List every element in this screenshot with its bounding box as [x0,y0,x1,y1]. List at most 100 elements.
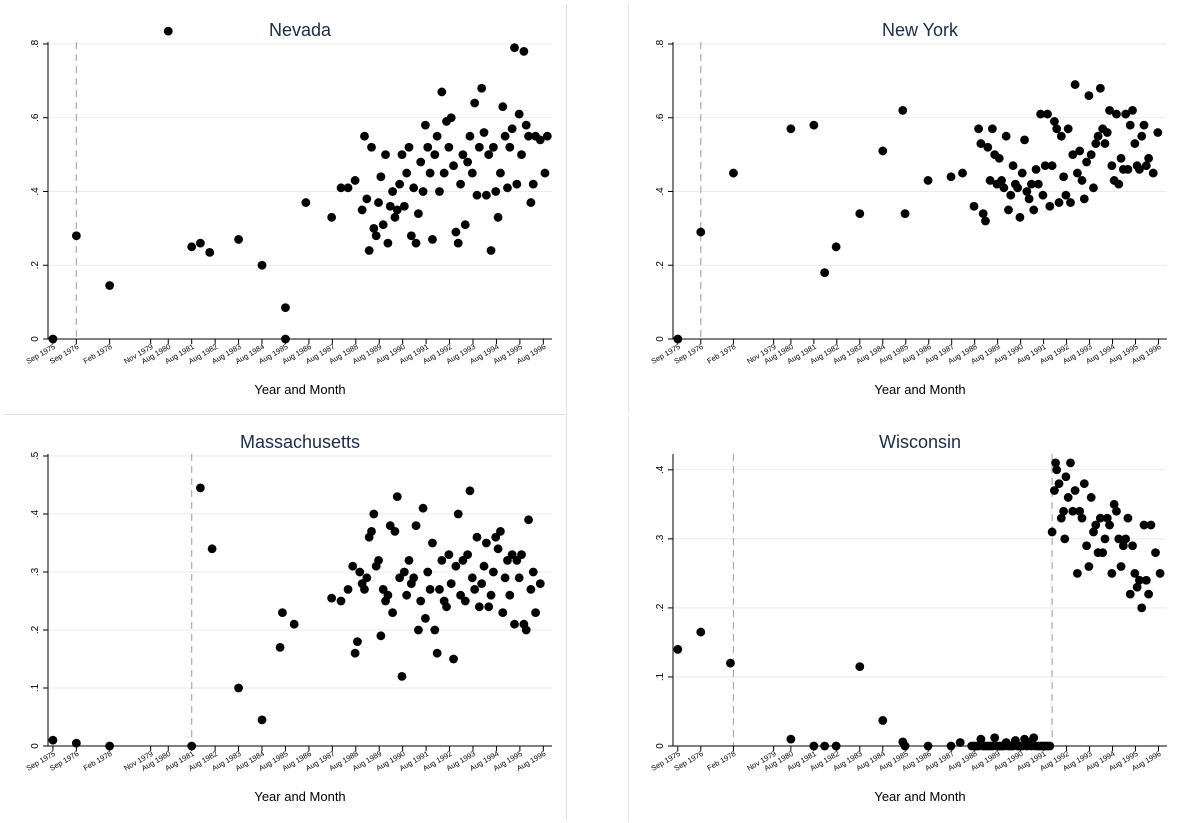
data-point [484,150,494,160]
x-axis-label: Year and Month [254,789,345,804]
data-point [855,662,865,671]
data-point [1063,124,1073,134]
data-point [428,538,437,548]
data-point [1118,541,1128,551]
data-point [1137,603,1147,613]
data-point [521,120,531,130]
chart-title: Wisconsin [879,432,961,452]
new-york-chart-panel: New York 0.2.4.6.8 Sep 1975 Sep 1976 Feb 197… [628,4,1181,414]
data-point [425,168,435,178]
data-point [392,492,402,501]
data-point [1045,741,1055,751]
data-point [1123,164,1133,174]
data-point [1123,513,1133,523]
data-point [402,590,412,600]
data-point [399,201,409,211]
data-point [1001,131,1011,141]
data-point [451,561,461,571]
data-point [503,183,512,193]
data-point [413,209,423,219]
data-point [453,238,463,248]
data-point [1029,733,1039,743]
data-point [383,238,393,248]
data-point [479,561,489,571]
data-point [923,741,933,751]
data-point [696,627,706,637]
data-point [1139,520,1149,530]
data-point [1144,589,1154,599]
data-point [1155,568,1165,578]
data-point [207,544,217,554]
data-point [348,561,358,571]
data-point [809,741,819,751]
data-point [1038,190,1048,200]
data-point [281,303,290,313]
data-point [411,521,421,530]
data-point [343,585,353,594]
data-point [367,527,376,536]
x-axis-label: Year and Month [874,789,965,804]
data-point [437,87,447,97]
data-point [1082,157,1091,167]
data-point [985,176,995,185]
data-point [524,131,533,141]
data-point [1135,164,1144,174]
data-point [432,131,442,141]
data-point [360,585,369,594]
data-point [505,142,515,152]
data-point [486,590,496,600]
data-point [1061,190,1071,200]
data-point [350,648,360,658]
data-point [1024,194,1034,204]
data-point [381,150,390,160]
data-point [1102,513,1112,523]
data-point [470,585,480,594]
data-point [163,26,173,36]
data-point [1047,527,1057,537]
data-point [397,150,407,160]
data-point [1112,109,1121,119]
data-point [974,124,983,134]
data-point [500,131,510,141]
data-point [1128,541,1137,551]
data-point [479,128,489,137]
y-tick-label: .4 [655,187,666,196]
data-point [275,643,285,652]
data-point [353,637,362,646]
data-point [390,527,400,536]
data-point [1107,568,1117,578]
data-point [1102,128,1112,137]
data-point [535,579,545,588]
data-point [446,579,456,588]
y-tick-label: .2 [30,625,41,634]
data-point [1141,575,1151,585]
data-point [289,619,299,629]
data-point [362,194,372,204]
data-point [1068,506,1078,516]
data-point [1066,458,1075,468]
data-point [301,198,311,207]
data-point [1095,513,1105,523]
data-point [449,161,458,171]
data-point [1052,465,1062,475]
data-point [1089,183,1098,193]
data-point [472,532,482,542]
data-point [234,683,243,693]
data-point [978,209,988,219]
data-point [205,247,215,257]
data-point [477,579,487,588]
data-point [392,205,402,215]
data-point [474,142,484,152]
data-point [500,573,510,583]
chart-title: New York [882,20,959,40]
y-tick-label: .1 [655,672,666,681]
data-point [406,231,416,241]
data-point [390,212,400,222]
data-point [1050,486,1059,495]
data-point [1068,150,1078,160]
data-point [418,503,428,513]
data-point [524,515,533,525]
